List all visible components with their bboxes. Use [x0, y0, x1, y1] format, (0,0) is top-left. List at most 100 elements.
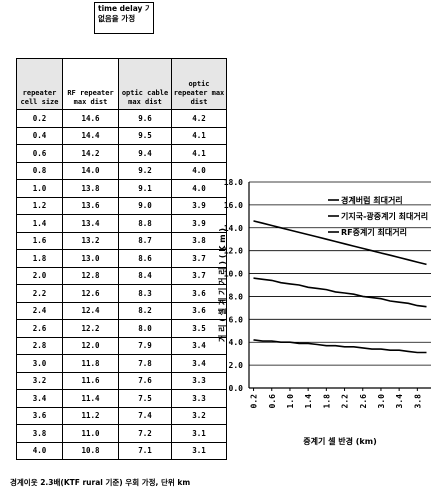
table-cell: 2.8 — [16, 336, 63, 355]
table-cell: 13.8 — [62, 179, 119, 198]
table-cell: 12.4 — [62, 301, 119, 320]
series-line — [253, 220, 427, 266]
table-cell: 9.6 — [118, 109, 172, 128]
table-cell: 12.6 — [62, 284, 119, 303]
table-row: 0.2 14.6 9.6 4.2 — [16, 109, 227, 128]
table-cell: 11.6 — [62, 371, 119, 390]
x-tick-label: 3.4 — [395, 394, 404, 409]
table-row: 2.0 12.8 8.4 3.7 — [16, 266, 227, 285]
table-row: 3.2 11.6 7.6 3.3 — [16, 371, 227, 390]
table-cell: 1.4 — [16, 214, 63, 233]
x-tick-label: 2.2 — [341, 394, 350, 409]
table-cell: 2.0 — [16, 266, 63, 285]
table-cell: 14.2 — [62, 144, 119, 163]
x-tick-label: 2.6 — [359, 394, 368, 409]
y-tick-label: 6.0 — [229, 315, 244, 324]
series-line — [253, 339, 427, 354]
table-cell: 0.4 — [16, 126, 63, 145]
legend-label: 기지국-광중계기 최대거리 — [341, 211, 428, 221]
table-row: 0.6 14.2 9.4 4.1 — [16, 144, 227, 163]
table-cell: 3.6 — [16, 406, 63, 425]
table-cell: 1.2 — [16, 196, 63, 215]
table-cell: 11.2 — [62, 406, 119, 425]
x-tick-label: 1.0 — [286, 394, 295, 409]
table-cell: 7.2 — [118, 424, 172, 443]
table-cell: 13.6 — [62, 196, 119, 215]
table-cell: 14.0 — [62, 161, 119, 180]
x-tick-label: 3.0 — [377, 394, 386, 409]
table-cell: 7.4 — [118, 406, 172, 425]
table-cell: 3.2 — [16, 371, 63, 390]
legend-label: RF중계기 최대거리 — [341, 227, 407, 237]
series-line — [253, 277, 427, 308]
table-cell: 9.1 — [118, 179, 172, 198]
table-row: 2.2 12.6 8.3 3.6 — [16, 284, 227, 303]
table-cell: 11.4 — [62, 389, 119, 408]
y-tick-label: 16.0 — [224, 201, 243, 210]
y-tick-label: 8.0 — [229, 292, 244, 301]
table-cell: 7.6 — [118, 371, 172, 390]
y-axis-label: 거 리 ( 셀 계 기 거 리 ) ( K m ) — [217, 228, 227, 342]
table-cell: 8.6 — [118, 249, 172, 268]
table-cell: 7.5 — [118, 389, 172, 408]
x-tick-label: 0.2 — [250, 394, 259, 409]
y-tick-label: 10.0 — [224, 270, 243, 279]
x-tick-label: 3.8 — [413, 394, 422, 409]
table-row: 2.8 12.0 7.9 3.4 — [16, 336, 227, 355]
table-cell: 3.1 — [171, 441, 227, 460]
table-cell: 0.8 — [16, 161, 63, 180]
table-row: 0.4 14.4 9.5 4.1 — [16, 126, 227, 145]
table-row: 3.0 11.8 7.8 3.4 — [16, 354, 227, 373]
table-row: 3.4 11.4 7.5 3.3 — [16, 389, 227, 408]
table-cell: 8.4 — [118, 266, 172, 285]
table-cell: 11.8 — [62, 354, 119, 373]
y-tick-label: 2.0 — [229, 361, 244, 370]
table-cell: 12.0 — [62, 336, 119, 355]
table-cell: 8.7 — [118, 231, 172, 250]
table-header-row: repeater cell size RF repeater max dist … — [16, 58, 227, 110]
table-cell: 8.2 — [118, 301, 172, 320]
table-cell: 0.2 — [16, 109, 63, 128]
header-rf-repeater-max-dist: RF repeater max dist — [62, 58, 119, 110]
table-cell: 1.0 — [16, 179, 63, 198]
table-cell: 1.8 — [16, 249, 63, 268]
table-cell: 8.0 — [118, 319, 172, 338]
table-cell: 13.4 — [62, 214, 119, 233]
table-row: 3.8 11.0 7.2 3.1 — [16, 424, 227, 443]
table-row: 4.0 10.8 7.1 3.1 — [16, 441, 227, 460]
y-tick-label: 14.0 — [224, 224, 243, 233]
table-cell: 12.2 — [62, 319, 119, 338]
table-row: 0.8 14.0 9.2 4.0 — [16, 161, 227, 180]
table-cell: 2.2 — [16, 284, 63, 303]
table-cell: 3.3 — [171, 389, 227, 408]
assumption-note: time delay 기능 없음을 가정 — [94, 2, 154, 34]
table-row: 1.6 13.2 8.7 3.8 — [16, 231, 227, 250]
y-tick-label: 12.0 — [224, 247, 243, 256]
table-cell: 9.2 — [118, 161, 172, 180]
table-cell: 9.5 — [118, 126, 172, 145]
table-row: 1.2 13.6 9.0 3.9 — [16, 196, 227, 215]
table-cell: 9.0 — [118, 196, 172, 215]
header-optic-cable-max-dist: optic cable max dist — [118, 58, 172, 110]
table-cell: 3.4 — [16, 389, 63, 408]
table-cell: 8.8 — [118, 214, 172, 233]
table-cell: 11.0 — [62, 424, 119, 443]
distance-line-chart: 0.0 2.0 4.0 6.0 8.0 10.0 12.0 14.0 16.0 18.0 0.2 0.… — [217, 178, 431, 446]
table-cell: 4.1 — [171, 144, 227, 163]
table-caption: 경계이웃 2.3배(KTF rural 기준) 우회 가정, 단위 km — [10, 478, 191, 487]
distance-table: repeater cell size RF repeater max dist … — [16, 58, 227, 460]
table-row: 2.4 12.4 8.2 3.6 — [16, 301, 227, 320]
table-cell: 3.0 — [16, 354, 63, 373]
header-optic-repeater-max-dist: optic repeater max dist — [171, 58, 227, 110]
table-cell: 3.4 — [171, 336, 227, 355]
legend-label: 경계버럼 최대거리 — [341, 195, 403, 205]
x-axis-label: 중계기 셀 반경 (km) — [303, 436, 376, 446]
y-tick-label: 18.0 — [224, 178, 243, 187]
table-cell: 3.8 — [16, 424, 63, 443]
table-row: 3.6 11.2 7.4 3.2 — [16, 406, 227, 425]
table-cell: 0.6 — [16, 144, 63, 163]
assumption-note-line2: 없음을 가정 — [98, 14, 136, 23]
table-cell: 8.3 — [118, 284, 172, 303]
table-row: 1.8 13.0 8.6 3.7 — [16, 249, 227, 268]
table-cell: 14.6 — [62, 109, 119, 128]
